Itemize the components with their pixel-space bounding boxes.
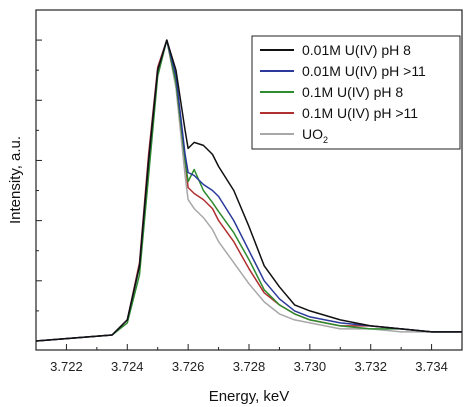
x-axis-ticks: 3.722 3.724 3.726 3.728 3.730 3.732 3.734 bbox=[35, 344, 463, 374]
series-line-0 bbox=[35, 39, 462, 342]
x-tick-label: 3.732 bbox=[354, 359, 387, 374]
series-line-2 bbox=[35, 39, 462, 342]
x-tick-label: 3.730 bbox=[294, 359, 327, 374]
series-layer bbox=[35, 39, 462, 342]
legend-label: 0.01M U(IV) pH >11 bbox=[302, 63, 426, 79]
x-tick-label: 3.726 bbox=[172, 359, 205, 374]
legend-label: 0.1M U(IV) pH >11 bbox=[302, 105, 418, 121]
y-axis-ticks bbox=[36, 39, 42, 342]
x-tick-label: 3.722 bbox=[50, 359, 83, 374]
legend: 0.01M U(IV) pH 8 0.01M U(IV) pH >11 0.1M U… bbox=[251, 35, 461, 150]
x-tick-label: 3.728 bbox=[233, 359, 266, 374]
legend-label: 0.01M U(IV) pH 8 bbox=[302, 42, 411, 58]
legend-label-subscript: 2 bbox=[323, 135, 328, 145]
x-axis-title: Energy, keV bbox=[209, 388, 290, 405]
legend-label: 0.1M U(IV) pH 8 bbox=[302, 84, 403, 100]
x-tick-label: 3.734 bbox=[415, 359, 448, 374]
x-tick-label: 3.724 bbox=[111, 359, 144, 374]
legend-label: UO2 bbox=[302, 126, 328, 145]
y-axis-title: Intensity, a.u. bbox=[7, 136, 24, 224]
